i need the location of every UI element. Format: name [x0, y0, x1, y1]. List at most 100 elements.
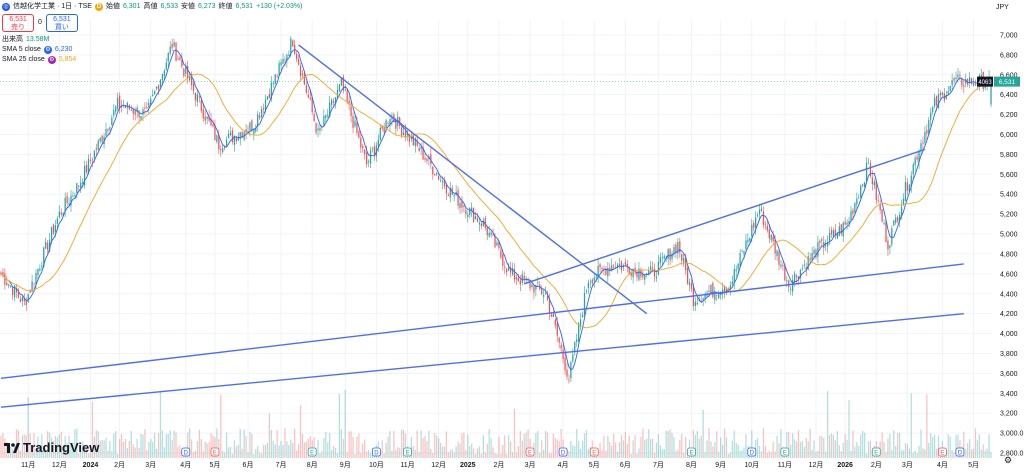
candle-body — [718, 293, 720, 299]
date-tick-label: 7月 — [276, 461, 287, 469]
candle-body — [297, 59, 300, 65]
event-marker: E — [780, 447, 790, 457]
volume-bar — [416, 430, 418, 458]
volume-bar — [251, 433, 253, 458]
volume-bar — [161, 430, 164, 458]
candle-body — [642, 274, 644, 278]
event-marker-box — [525, 447, 535, 457]
volume-bar — [159, 390, 162, 458]
volume-bar — [113, 433, 115, 458]
volume-bar — [457, 441, 459, 458]
candle-body — [494, 235, 496, 248]
volume-bar — [224, 452, 226, 458]
volume-bar — [45, 448, 47, 458]
candle-body — [856, 198, 858, 205]
volume-bar — [842, 442, 844, 458]
tradingview-logo[interactable]: TradingView — [4, 440, 99, 455]
volume-bar — [846, 440, 848, 458]
candle-body — [224, 146, 226, 149]
volume-bar — [632, 440, 634, 458]
buy-button[interactable]: 6,531 買い — [45, 14, 78, 32]
price-axis[interactable]: 2,800.0 3,000.0 3,200 3,400 3,600 3,800 4,000 4… — [1000, 32, 1023, 457]
candle-body — [177, 59, 179, 61]
date-tick-label: 11月 — [778, 461, 792, 469]
volume-bar — [163, 447, 165, 458]
candle-body — [712, 283, 714, 298]
symbol-title[interactable]: 信越化学工業 · 1日 · TSE — [13, 3, 92, 10]
candle-body — [91, 159, 94, 161]
volume-bar — [469, 446, 471, 458]
volume-bar — [603, 435, 605, 458]
event-marker-letter: E — [874, 451, 878, 457]
volume-bar — [700, 435, 702, 458]
sma25-legend[interactable]: SMA 25 close ⚙ 5,854 — [2, 55, 302, 65]
event-marker-letter: E — [528, 451, 532, 457]
trendline — [0, 263, 964, 380]
candle-body — [346, 90, 348, 102]
candle-body — [37, 269, 39, 275]
candle-body — [237, 136, 239, 141]
candle-body — [441, 180, 444, 183]
event-marker: D — [558, 447, 568, 457]
event-marker-letter: E — [213, 451, 217, 457]
volume-bar — [642, 428, 644, 458]
trendlines[interactable] — [0, 44, 964, 408]
candle-body — [504, 266, 506, 268]
volume-bar — [731, 440, 733, 458]
volume-legend[interactable]: 出来高 13.58M — [2, 35, 302, 45]
candle-body — [245, 129, 247, 133]
currency-label[interactable]: JPY — [996, 4, 1009, 11]
candle-body — [122, 106, 125, 108]
sma5-settings-icon[interactable]: ⚙ — [43, 46, 52, 54]
date-tick-label: 5月 — [209, 461, 220, 469]
market-status-icon[interactable]: D — [94, 3, 103, 11]
volume-bar — [297, 444, 300, 458]
date-tick-label: 5月 — [589, 461, 600, 469]
sell-button[interactable]: 6,531 売り — [2, 14, 34, 32]
candle-body — [476, 218, 479, 222]
volume-bar — [50, 437, 53, 458]
candle-body — [50, 227, 53, 241]
volume-bar — [708, 428, 710, 458]
sma25-settings-icon[interactable]: ⚙ — [47, 56, 56, 64]
volume-bar — [169, 430, 171, 458]
candle-body — [902, 198, 905, 205]
volume-bar — [793, 439, 796, 458]
volume-bar — [858, 445, 860, 458]
event-marker-letter: D — [958, 451, 963, 457]
volume-bar — [696, 431, 698, 458]
volume-bar — [867, 441, 870, 458]
candle-body — [189, 76, 191, 81]
candle-body — [366, 152, 368, 165]
candle-body — [146, 107, 148, 108]
volume-bar — [710, 441, 712, 458]
candle-body — [554, 319, 556, 326]
date-tick-label: 12月 — [431, 461, 446, 469]
date-tick-label: 6月 — [620, 461, 631, 469]
settings-gear-icon[interactable]: ⚙ — [1004, 455, 1013, 465]
sma5-legend[interactable]: SMA 5 close ⚙ 6,230 — [2, 45, 302, 55]
volume-bar — [863, 432, 866, 458]
volume-bar — [366, 451, 368, 458]
candle-body — [552, 314, 555, 318]
price-tick-label: 3,400 — [1000, 391, 1018, 398]
candle-body — [251, 120, 253, 132]
candle-body — [389, 119, 391, 125]
volume-bar — [393, 431, 395, 458]
time-axis[interactable]: 11月 12月 2024 2月 3月 4月 5月 6月 7月 8月 9月 10月 11月 12月 2025 2… — [21, 461, 979, 469]
candle-body — [663, 256, 665, 259]
volume-bar — [165, 433, 167, 458]
candle-body — [558, 337, 560, 343]
volume-bar — [644, 439, 646, 458]
volume-bar — [523, 433, 525, 458]
candle-body — [686, 267, 689, 284]
candle-body — [56, 218, 59, 224]
volume-bar — [420, 430, 422, 458]
volume-bar — [202, 451, 204, 458]
volume-bar — [922, 448, 924, 458]
candle-body — [920, 143, 922, 151]
volume-bar — [609, 441, 611, 458]
volume-bar — [179, 445, 181, 458]
